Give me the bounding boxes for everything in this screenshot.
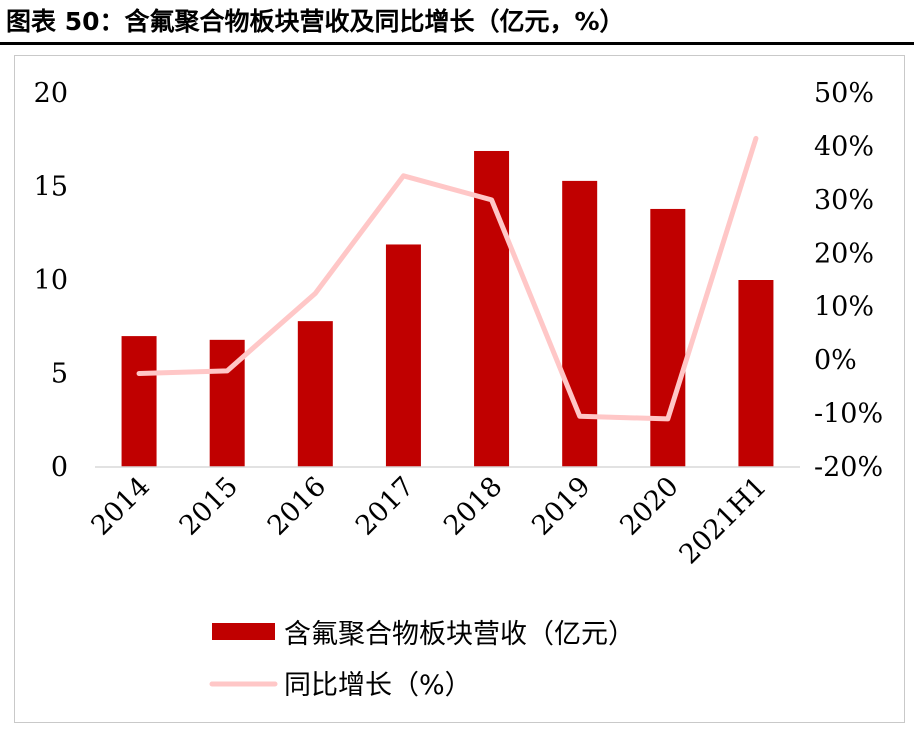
x-tick-label-2017: 2017 bbox=[350, 471, 421, 542]
figure-title: 图表 50：含氟聚合物板块营收及同比增长（亿元，%） bbox=[6, 7, 625, 36]
x-tick-label-2018: 2018 bbox=[438, 471, 509, 542]
right-tick-label: -10% bbox=[814, 399, 883, 430]
left-axis-ticks: 0 5 10 15 20 bbox=[34, 78, 68, 483]
title-divider bbox=[0, 42, 914, 45]
bar-2016 bbox=[297, 321, 333, 467]
left-tick-label: 20 bbox=[34, 78, 68, 109]
legend-bar-label: 含氟聚合物板块营收（亿元） bbox=[284, 619, 635, 650]
right-tick-label: 30% bbox=[814, 185, 874, 216]
right-tick-label: 10% bbox=[814, 292, 874, 323]
right-tick-label: 20% bbox=[814, 238, 874, 269]
bars-layer bbox=[121, 150, 774, 467]
bar-2020 bbox=[650, 208, 686, 467]
x-tick-label-2021H1: 2021H1 bbox=[674, 471, 773, 570]
bar-2019 bbox=[562, 180, 598, 467]
bar-2017 bbox=[385, 244, 421, 467]
legend: 含氟聚合物板块营收（亿元） 同比增长（%） bbox=[209, 619, 635, 701]
chart-frame bbox=[14, 55, 905, 723]
growth-line bbox=[136, 135, 759, 422]
right-axis-ticks: -20% -10% 0% 10% 20% 30% 40% 50% bbox=[814, 78, 883, 483]
growth-line-layer bbox=[136, 135, 759, 422]
bar-2021H1 bbox=[738, 280, 774, 467]
left-tick-label: 10 bbox=[34, 265, 68, 296]
left-tick-label: 15 bbox=[34, 172, 68, 203]
x-tick-label-2019: 2019 bbox=[526, 471, 597, 542]
left-tick-label: 5 bbox=[51, 359, 68, 390]
x-tick-label-2020: 2020 bbox=[614, 471, 685, 542]
right-tick-label: 40% bbox=[814, 131, 874, 162]
x-tick-label-2014: 2014 bbox=[86, 471, 157, 542]
left-tick-label: 0 bbox=[51, 452, 68, 483]
right-tick-label: 50% bbox=[814, 78, 874, 109]
x-tick-label-2015: 2015 bbox=[174, 471, 245, 542]
legend-line-label: 同比增长（%） bbox=[284, 670, 472, 701]
right-tick-label: -20% bbox=[814, 452, 883, 483]
legend-bar-swatch bbox=[212, 623, 275, 640]
x-tick-label-2016: 2016 bbox=[262, 471, 333, 542]
bar-2014 bbox=[121, 336, 157, 467]
right-tick-label: 0% bbox=[814, 345, 857, 376]
